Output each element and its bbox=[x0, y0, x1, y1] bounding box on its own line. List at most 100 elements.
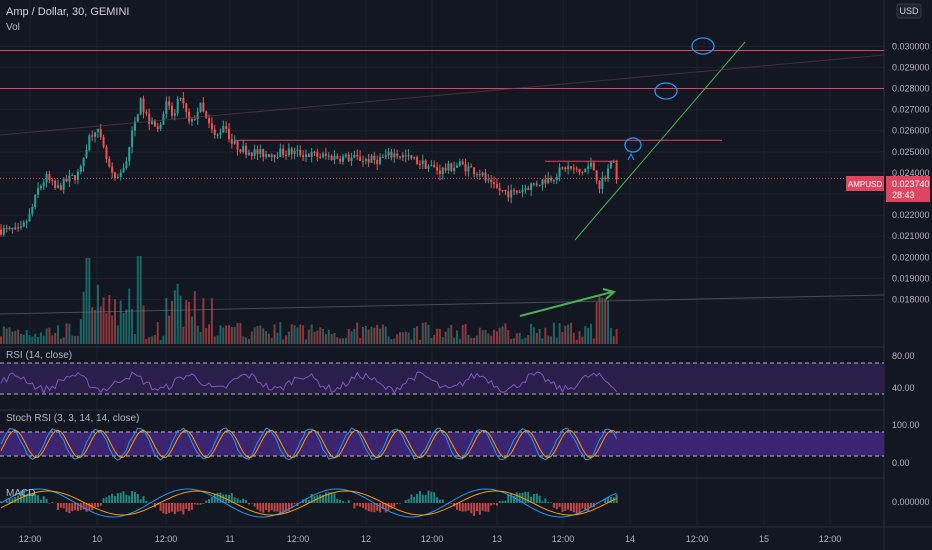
candle-body bbox=[247, 152, 250, 155]
macd-hist-bar bbox=[461, 503, 464, 512]
candle-body bbox=[202, 102, 205, 112]
currency-button[interactable] bbox=[896, 3, 922, 19]
volume-bar bbox=[572, 332, 575, 344]
candle-body bbox=[587, 166, 590, 169]
macd-hist-bar bbox=[102, 498, 105, 503]
target-circle[interactable] bbox=[654, 82, 678, 100]
volume-bar bbox=[85, 258, 88, 344]
candle-body bbox=[541, 179, 544, 185]
candle-body bbox=[165, 101, 168, 115]
candle-body bbox=[105, 146, 108, 159]
candle-body bbox=[430, 165, 433, 167]
macd-hist-bar bbox=[370, 503, 373, 512]
time-tick: 15 bbox=[759, 534, 769, 544]
time-axis[interactable]: 12:00 10 12:00 11 12:00 12 12:00 13 12:00 14 12:00… bbox=[19, 534, 842, 544]
macd-hist-bar bbox=[0, 501, 2, 503]
volume-bar bbox=[225, 325, 228, 344]
macd-hist-bar bbox=[31, 493, 34, 503]
volume-bar bbox=[313, 331, 316, 344]
macd-hist-bar bbox=[270, 503, 273, 511]
macd-hist-bar bbox=[524, 491, 527, 503]
candle-body bbox=[196, 111, 199, 120]
macd-hist-bar bbox=[11, 498, 14, 503]
volume-bar bbox=[57, 325, 59, 344]
candle-body bbox=[467, 166, 470, 172]
volume-bar bbox=[538, 328, 541, 344]
volume-bar bbox=[604, 298, 607, 344]
long-resistance-line[interactable] bbox=[0, 54, 885, 136]
macd-hist-bar bbox=[498, 501, 501, 503]
macd-hist-bar bbox=[188, 503, 191, 512]
candle-body bbox=[518, 192, 521, 194]
macd-hist-bar bbox=[481, 503, 484, 511]
candle-body bbox=[279, 148, 282, 158]
candle-body bbox=[376, 160, 379, 164]
candle-body bbox=[276, 157, 279, 159]
candle-body bbox=[88, 135, 91, 151]
time-tick: 12:00 bbox=[421, 534, 444, 544]
volume-bar bbox=[304, 339, 307, 344]
candle-body bbox=[253, 149, 256, 156]
drawings-layer[interactable] bbox=[0, 37, 885, 317]
macd-hist-bar bbox=[313, 496, 316, 503]
time-tick: 14 bbox=[625, 534, 635, 544]
volume-bar bbox=[176, 283, 179, 344]
candle-body bbox=[453, 167, 456, 171]
candle-body bbox=[159, 124, 162, 130]
volume-bar bbox=[541, 338, 544, 344]
price-tick: 0.022000 bbox=[892, 210, 930, 220]
volume-bar bbox=[484, 330, 487, 344]
candle-body bbox=[282, 148, 285, 156]
candle-body bbox=[28, 213, 31, 222]
volume-bar bbox=[601, 297, 604, 344]
volume-bar bbox=[564, 325, 567, 344]
ascending-trendline[interactable] bbox=[574, 41, 746, 241]
macd-hist-bar bbox=[25, 495, 28, 503]
volume-bar bbox=[487, 333, 490, 344]
target-circle[interactable] bbox=[691, 37, 715, 55]
macd-hist-bar bbox=[51, 502, 54, 503]
current-price-value: 0.023740 bbox=[892, 179, 930, 189]
target-circle[interactable] bbox=[624, 137, 642, 153]
macd-hist-bar bbox=[273, 503, 276, 512]
macd-hist-bar bbox=[182, 503, 185, 515]
candle-body bbox=[51, 180, 54, 182]
candle-body bbox=[490, 179, 493, 183]
candle-body bbox=[444, 167, 447, 171]
price-tick: 0.030000 bbox=[892, 41, 930, 51]
macd-hist-bar bbox=[65, 503, 68, 512]
candle-body bbox=[384, 155, 387, 158]
volume-bar bbox=[239, 323, 242, 344]
volume-trend-arrow[interactable] bbox=[519, 291, 613, 317]
volume-bar bbox=[96, 284, 99, 344]
candlesticks[interactable] bbox=[0, 91, 618, 237]
candle-body bbox=[484, 172, 487, 181]
volume-bar bbox=[478, 327, 481, 344]
time-tick: 12:00 bbox=[155, 534, 178, 544]
candle-body bbox=[208, 118, 211, 124]
candle-body bbox=[136, 114, 139, 122]
long-volume-line[interactable] bbox=[0, 294, 885, 315]
macd-hist-bar bbox=[119, 492, 122, 503]
candle-body bbox=[407, 155, 410, 157]
macd-hist-bar bbox=[48, 503, 51, 504]
candle-body bbox=[99, 128, 102, 138]
candle-body bbox=[347, 154, 350, 161]
candle-body bbox=[125, 161, 128, 168]
macd-hist-bar bbox=[339, 499, 342, 503]
volume-bar bbox=[461, 325, 464, 344]
current-price-badge bbox=[886, 176, 930, 202]
volume-bar bbox=[219, 325, 222, 344]
macd-hist-bar bbox=[607, 496, 610, 503]
volume-label: Vol bbox=[6, 22, 20, 33]
volume-bar bbox=[307, 329, 310, 344]
currency-button-label[interactable]: USD bbox=[899, 6, 919, 16]
candle-body bbox=[156, 126, 159, 130]
time-tick: 12:00 bbox=[819, 534, 842, 544]
time-tick: 12:00 bbox=[287, 534, 310, 544]
volume-bar bbox=[595, 301, 598, 344]
macd-hist-bar bbox=[96, 503, 99, 508]
volume-bar bbox=[22, 334, 25, 344]
candle-body bbox=[487, 179, 490, 181]
